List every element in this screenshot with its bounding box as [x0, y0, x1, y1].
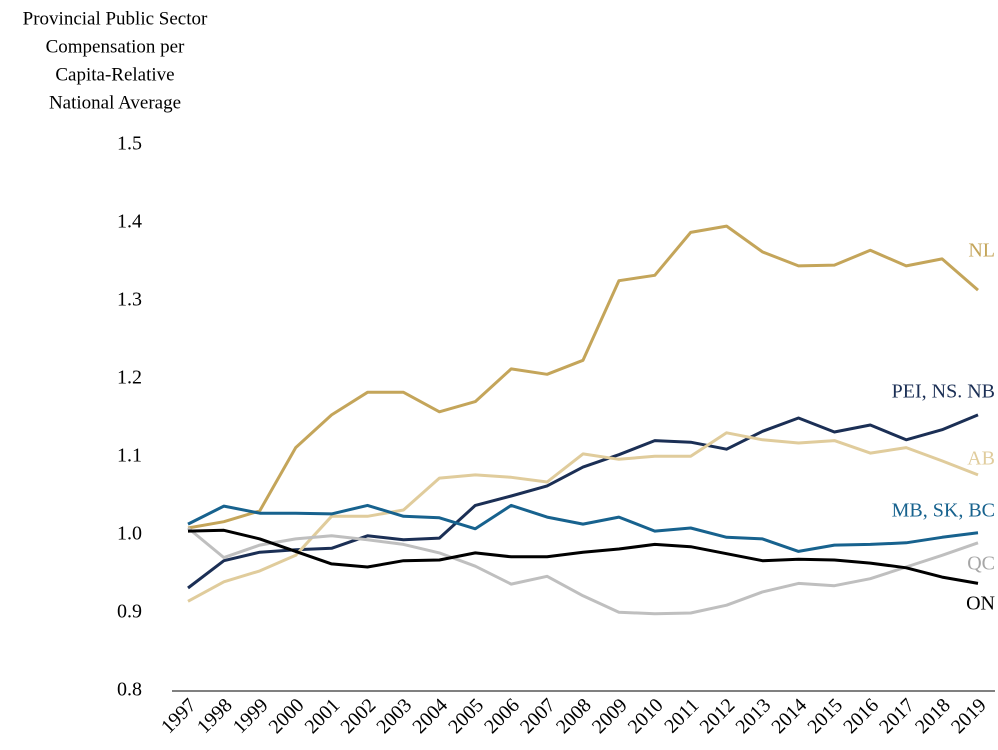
chart-title: Capita-Relative [55, 64, 174, 85]
x-tick-label: 2003 [372, 694, 416, 738]
x-tick-label: 1997 [157, 694, 201, 738]
x-tick-label: 2007 [516, 694, 560, 738]
series-line [187, 526, 979, 616]
series-label: PEI, NS. NB [892, 381, 995, 403]
x-tick-label: 2013 [731, 694, 775, 738]
chart-title: Compensation per [46, 36, 185, 57]
x-tick-label: 2005 [444, 694, 488, 738]
x-tick-label: 2011 [660, 694, 703, 737]
x-tick-label: 2018 [911, 694, 955, 738]
y-tick-label: 1.3 [117, 289, 142, 311]
series-label: QC [967, 553, 995, 575]
x-tick-label: 2017 [875, 694, 919, 738]
y-tick-label: 0.9 [117, 601, 142, 623]
y-tick-label: 1.4 [117, 211, 142, 233]
series-line [187, 224, 979, 530]
y-tick-label: 0.8 [117, 679, 142, 701]
x-tick-label: 2004 [408, 694, 452, 738]
x-tick-label: 1999 [229, 694, 273, 738]
x-tick-label: 2006 [480, 694, 524, 738]
x-tick-label: 2008 [552, 694, 596, 738]
x-tick-label: 2014 [767, 694, 811, 738]
series-line [187, 528, 979, 585]
x-tick-label: 2015 [803, 694, 847, 738]
series-label: ON [966, 593, 995, 615]
x-tick-label: 1998 [193, 694, 237, 738]
y-tick-label: 1.1 [117, 445, 142, 467]
y-tick-label: 1.0 [117, 523, 142, 545]
y-tick-label: 1.2 [117, 367, 142, 389]
chart-title: National Average [49, 92, 181, 113]
x-tick-label: 2009 [588, 694, 632, 738]
x-tick-label: 2019 [947, 694, 991, 738]
series-label: AB [967, 448, 995, 470]
series-label: MB, SK, BC [892, 500, 995, 522]
series-line [187, 431, 979, 603]
x-tick-label: 2016 [839, 694, 883, 738]
y-tick-label: 1.5 [117, 133, 142, 155]
x-tick-label: 2000 [265, 694, 309, 738]
chart-title: Provincial Public Sector [23, 8, 208, 29]
x-tick-label: 2002 [336, 694, 380, 738]
x-tick-label: 2001 [301, 694, 345, 738]
x-tick-label: 2010 [624, 694, 668, 738]
series-line [187, 413, 979, 590]
series-line [187, 503, 979, 553]
x-tick-label: 2012 [696, 694, 740, 738]
series-label: NL [968, 240, 995, 262]
